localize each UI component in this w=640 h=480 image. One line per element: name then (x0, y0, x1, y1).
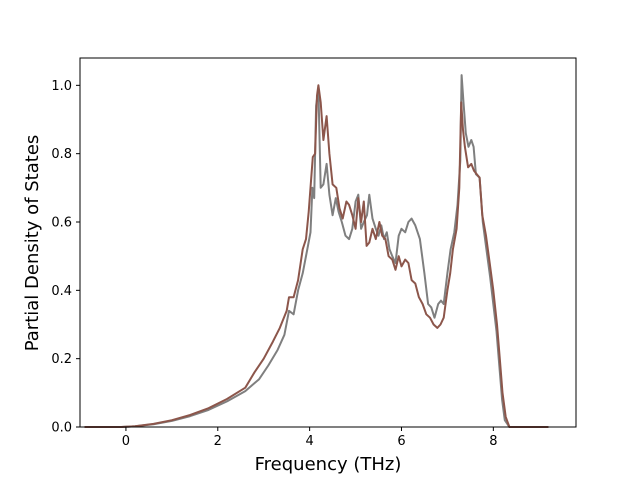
x-tick-label: 4 (305, 434, 313, 449)
y-tick-label: 0.2 (51, 352, 72, 367)
series-layer (84, 74, 549, 428)
series-line-2 (84, 84, 549, 428)
x-tick-label: 6 (397, 434, 405, 449)
x-tick-label: 2 (214, 434, 222, 449)
y-tick-label: 0.6 (51, 216, 72, 231)
y-tick-label: 0.4 (51, 284, 72, 299)
x-axis-ticks: 0 2 4 6 8 (122, 427, 497, 449)
plot-frame (79, 57, 577, 428)
x-tick-label: 8 (489, 434, 497, 449)
series-line-1 (84, 74, 549, 428)
y-tick-label: 0.0 (51, 421, 72, 436)
y-tick-label: 0.8 (51, 147, 72, 162)
y-axis-label: Partial Density of States (22, 135, 43, 352)
x-tick-label: 0 (122, 434, 130, 449)
y-axis-ticks: 0.0 0.2 0.4 0.6 0.8 1.0 (51, 79, 80, 436)
y-tick-label: 1.0 (51, 79, 72, 94)
x-axis-label: Frequency (THz) (255, 454, 402, 475)
